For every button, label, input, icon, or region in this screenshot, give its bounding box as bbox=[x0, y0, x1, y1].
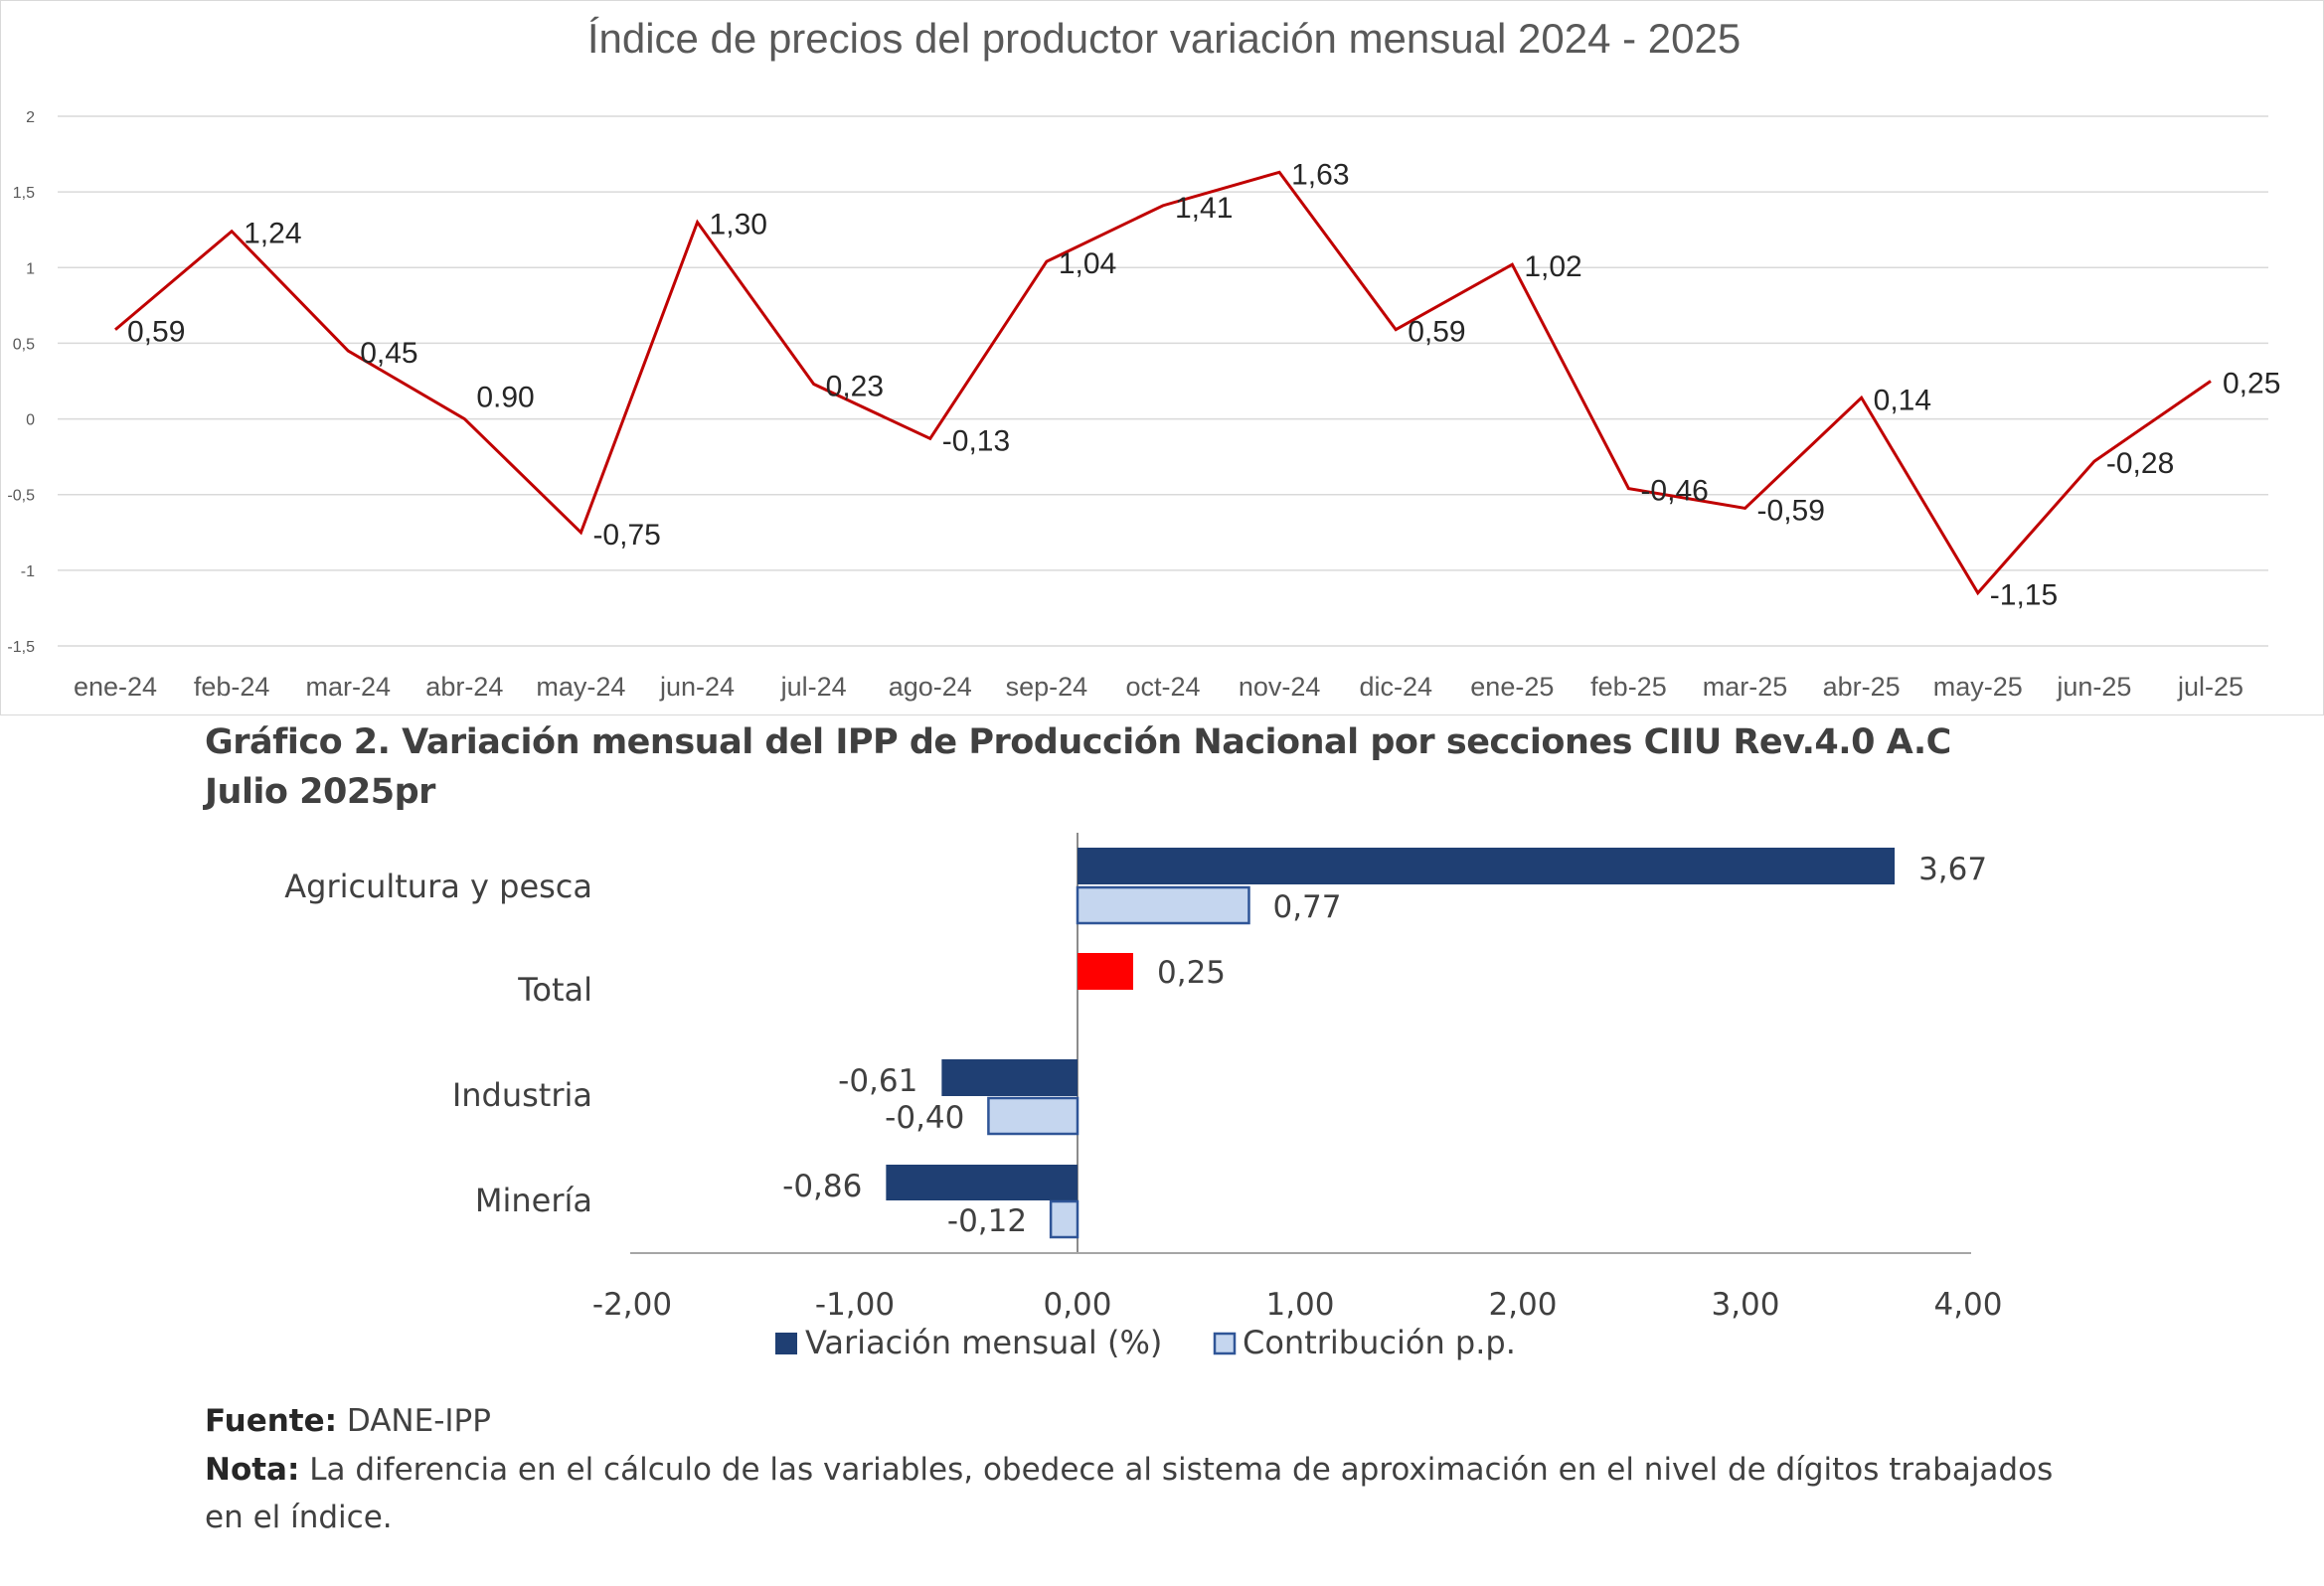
bar-contribucion bbox=[1049, 1199, 1079, 1239]
x-tick-label: feb-25 bbox=[1590, 672, 1667, 702]
data-label: -0,59 bbox=[1757, 494, 1825, 527]
x-tick-label: abr-25 bbox=[1823, 672, 1901, 702]
data-label: -0,46 bbox=[1640, 475, 1708, 508]
x-tick-label: -2,00 bbox=[592, 1287, 672, 1323]
data-label: 1,24 bbox=[244, 218, 301, 250]
y-tick-label: -1 bbox=[21, 563, 35, 580]
x-tick-label: 3,00 bbox=[1711, 1287, 1779, 1323]
bar-data-label: 0,77 bbox=[1272, 889, 1341, 925]
y-tick-label: 0,5 bbox=[13, 336, 35, 353]
source-note: Fuente: DANE-IPP bbox=[205, 1403, 491, 1439]
data-label: -0,13 bbox=[942, 424, 1010, 457]
bar-data-label: -0,40 bbox=[885, 1100, 964, 1136]
bar-data-label: 3,67 bbox=[1918, 852, 1987, 887]
source-label: Fuente: bbox=[205, 1403, 338, 1439]
x-tick-label: oct-24 bbox=[1125, 672, 1200, 702]
x-tick-label: jun-25 bbox=[2056, 672, 2131, 702]
data-label: 1,41 bbox=[1175, 192, 1233, 225]
x-tick-label: 1,00 bbox=[1265, 1287, 1334, 1323]
bar-data-label: 0,25 bbox=[1157, 955, 1226, 991]
data-label: 1,02 bbox=[1524, 250, 1581, 283]
bar-contribucion bbox=[987, 1096, 1079, 1136]
x-tick-label: jul-24 bbox=[780, 672, 847, 702]
data-label: 0,25 bbox=[2223, 368, 2280, 400]
title-line-2: Julio 2025pr bbox=[205, 772, 435, 812]
x-tick-label: nov-24 bbox=[1239, 672, 1321, 702]
y-tick-label: -0,5 bbox=[7, 488, 35, 505]
data-label: -0,75 bbox=[592, 519, 660, 552]
bar-contribucion bbox=[1076, 885, 1250, 925]
bar-data-label: -0,86 bbox=[782, 1169, 862, 1204]
category-label: Minería bbox=[475, 1182, 592, 1219]
bar-data-label: -0,12 bbox=[947, 1203, 1027, 1239]
x-tick-label: feb-24 bbox=[194, 672, 270, 702]
source-text: DANE-IPP bbox=[337, 1403, 491, 1439]
x-tick-label: mar-25 bbox=[1703, 672, 1788, 702]
data-label: 0,23 bbox=[826, 371, 884, 403]
data-label: 0.90 bbox=[476, 382, 534, 414]
data-label: 1,63 bbox=[1291, 158, 1349, 191]
y-tick-label: 0 bbox=[26, 412, 35, 429]
legend-swatch-variacion bbox=[775, 1333, 797, 1354]
x-tick-label: dic-24 bbox=[1359, 672, 1432, 702]
line-chart-panel: Índice de precios del productor variació… bbox=[0, 0, 2324, 715]
x-tick-label: abr-24 bbox=[425, 672, 503, 702]
x-tick-label: ago-24 bbox=[889, 672, 972, 702]
data-label: 0,14 bbox=[1874, 384, 1931, 416]
data-label: -0,28 bbox=[2106, 447, 2174, 480]
bar-data-label: -0,61 bbox=[838, 1063, 917, 1099]
note-text: La diferencia en el cálculo de las varia… bbox=[299, 1452, 2054, 1488]
note-label: Nota: bbox=[205, 1452, 300, 1488]
bar-variacion bbox=[941, 1059, 1078, 1096]
data-label: 1,04 bbox=[1059, 247, 1116, 280]
x-tick-label: sep-24 bbox=[1006, 672, 1088, 702]
x-tick-label: -1,00 bbox=[815, 1287, 895, 1323]
data-label: -1,15 bbox=[1990, 579, 2058, 612]
legend-label: Variación mensual (%) bbox=[805, 1324, 1162, 1361]
chart-title: Índice de precios del productor variació… bbox=[587, 15, 1741, 62]
x-tick-label: ene-24 bbox=[74, 672, 157, 702]
x-tick-label: ene-25 bbox=[1470, 672, 1554, 702]
line-chart: Índice de precios del productor variació… bbox=[7, 15, 2280, 702]
x-tick-label: jun-24 bbox=[659, 672, 735, 702]
x-tick-label: 0,00 bbox=[1043, 1287, 1111, 1323]
bar-variacion bbox=[886, 1165, 1078, 1200]
data-label: 1,30 bbox=[710, 209, 767, 241]
data-label: 0,59 bbox=[1408, 316, 1465, 349]
series-line bbox=[114, 170, 2212, 596]
y-tick-label: 1 bbox=[26, 260, 35, 277]
y-tick-label: 2 bbox=[26, 109, 35, 126]
bar-chart: Agricultura y pesca 3,67 0,77 Total 0,25 Indu… bbox=[284, 833, 2003, 1361]
note-continued: en el índice. bbox=[205, 1500, 393, 1535]
bar-total bbox=[1078, 953, 1133, 990]
legend-swatch-contribucion bbox=[1213, 1332, 1237, 1355]
bar-chart-title: Gráfico 2. Variación mensual del IPP de … bbox=[205, 717, 1951, 817]
x-tick-label: jul-25 bbox=[2177, 672, 2243, 702]
y-tick-label: 1,5 bbox=[13, 185, 35, 202]
category-label: Total bbox=[517, 971, 592, 1009]
x-tick-label: may-25 bbox=[1933, 672, 2023, 702]
y-tick-label: -1,5 bbox=[7, 639, 35, 656]
note: Nota: La diferencia en el cálculo de las… bbox=[205, 1452, 2053, 1488]
category-label: Agricultura y pesca bbox=[284, 868, 592, 905]
category-label: Industria bbox=[452, 1076, 592, 1114]
legend-label: Contribución p.p. bbox=[1243, 1324, 1516, 1361]
bar-variacion bbox=[1078, 848, 1896, 884]
x-tick-label: mar-24 bbox=[305, 672, 391, 702]
data-label: 0,59 bbox=[127, 316, 185, 349]
title-line-1: Gráfico 2. Variación mensual del IPP de … bbox=[205, 722, 1951, 762]
x-tick-label: may-24 bbox=[536, 672, 625, 702]
data-label: 0,45 bbox=[360, 337, 417, 370]
x-tick-label: 2,00 bbox=[1488, 1287, 1557, 1323]
x-tick-label: 4,00 bbox=[1933, 1287, 2002, 1323]
